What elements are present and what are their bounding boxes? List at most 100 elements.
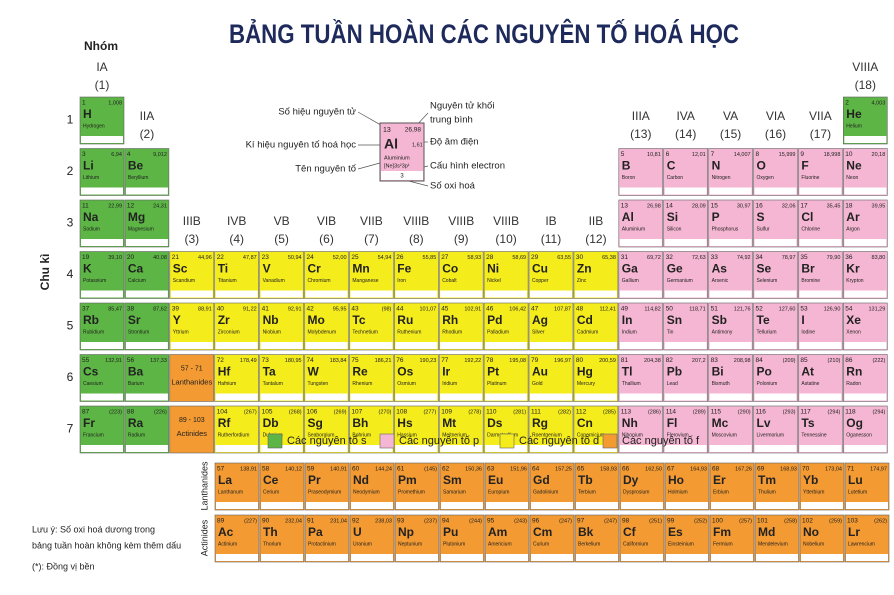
atomic-mass: 173,04 xyxy=(825,466,842,472)
key-oxidation: 3 xyxy=(400,174,404,180)
oxidation-strip xyxy=(306,554,348,561)
key-line xyxy=(357,162,381,170)
atomic-number: 68 xyxy=(712,466,720,473)
symbol: Ne xyxy=(846,159,862,173)
element-name: Plutonium xyxy=(443,541,465,547)
atomic-number: 32 xyxy=(666,254,674,261)
oxidation-strip xyxy=(754,290,797,298)
element-name: Oxygen xyxy=(757,175,774,181)
element-name: Rhenium xyxy=(352,381,372,387)
group-number: (1) xyxy=(95,78,110,92)
group-label: VIA xyxy=(766,109,785,123)
symbol: Eu xyxy=(488,473,503,487)
atomic-mass: 32,06 xyxy=(782,203,796,209)
symbol: Ag xyxy=(532,313,548,327)
atomic-mass: (289) xyxy=(693,409,706,415)
atomic-number: 93 xyxy=(397,518,405,525)
oxidation-strip xyxy=(125,239,168,246)
atomic-number: 57 xyxy=(217,466,225,473)
element-name: Thorium xyxy=(263,541,281,547)
atomic-number: 33 xyxy=(711,254,719,261)
atomic-mass: 30,97 xyxy=(737,203,751,209)
atomic-mass: 22,99 xyxy=(108,203,122,209)
oxidation-strip xyxy=(440,342,483,349)
atomic-number: 74 xyxy=(307,357,315,364)
atomic-mass: 127,60 xyxy=(779,306,796,312)
oxidation-strip xyxy=(395,393,438,401)
element-name: Tungsten xyxy=(308,381,329,387)
atomic-number: 5 xyxy=(621,151,625,158)
oxidation-strip xyxy=(844,239,887,246)
series-label: Lanthanides xyxy=(199,461,209,511)
atomic-number: 70 xyxy=(802,466,810,473)
atomic-mass: (268) xyxy=(289,409,302,415)
atomic-number: 116 xyxy=(756,409,767,416)
group-number: (8) xyxy=(409,232,424,246)
oxidation-strip xyxy=(619,290,662,298)
symbol: Sr xyxy=(128,313,141,327)
atomic-number: 73 xyxy=(262,357,270,364)
group-number: (13) xyxy=(630,127,651,141)
atomic-number: 80 xyxy=(576,357,584,364)
atomic-number: 4 xyxy=(127,151,131,158)
atomic-mass: 178,49 xyxy=(240,358,257,364)
element-name: Oganesson xyxy=(846,432,872,438)
atomic-mass: 102,91 xyxy=(464,306,481,312)
atomic-number: 16 xyxy=(756,203,764,210)
element-name: Manganese xyxy=(352,278,378,284)
element-name: Technetium xyxy=(352,329,378,335)
atomic-number: 34 xyxy=(756,254,764,261)
group-number: (5) xyxy=(274,232,289,246)
symbol: Gd xyxy=(533,473,550,487)
element-name: Tennessine xyxy=(801,432,827,438)
element-name: Tellurium xyxy=(757,329,777,335)
element-name: Caesium xyxy=(83,381,103,387)
element-name: Thulium xyxy=(758,489,776,495)
legend-swatch xyxy=(499,433,515,449)
atomic-mass: 140,91 xyxy=(330,466,347,472)
key-label: trung bình xyxy=(430,115,473,126)
symbol: He xyxy=(846,107,862,121)
atomic-mass: (257) xyxy=(739,518,752,524)
oxidation-strip xyxy=(756,502,798,509)
atomic-mass: (286) xyxy=(648,409,661,415)
group-label: IVA xyxy=(676,109,694,123)
atomic-number: 37 xyxy=(82,306,90,313)
element-name: Calcium xyxy=(128,278,146,284)
symbol: Tm xyxy=(758,473,776,487)
atomic-mass: 107,87 xyxy=(554,306,571,312)
oxidation-strip xyxy=(754,393,797,401)
oxidation-strip xyxy=(395,445,438,452)
symbol: Hg xyxy=(577,365,593,379)
element-name: Cadmium xyxy=(577,329,598,335)
symbol: Mc xyxy=(712,416,729,430)
element-name: Helium xyxy=(846,123,862,129)
oxidation-strip xyxy=(531,502,573,509)
atomic-mass: 196,97 xyxy=(554,358,571,364)
atomic-mass: 238,03 xyxy=(375,518,392,524)
oxidation-strip xyxy=(709,187,752,195)
atomic-mass: (237) xyxy=(424,518,437,524)
atomic-number: 3 xyxy=(82,151,86,158)
symbol: Cn xyxy=(577,416,593,430)
element-name: Fluorine xyxy=(801,175,819,181)
note: Lưu ý: Số oxi hoá dương trong xyxy=(32,524,155,534)
oxidation-strip xyxy=(846,502,888,509)
element-name: Niobium xyxy=(263,329,281,335)
oxidation-strip xyxy=(709,393,752,401)
oxidation-strip xyxy=(666,502,708,509)
atomic-number: 96 xyxy=(532,518,540,525)
atomic-mass: (269) xyxy=(334,409,347,415)
symbol: Ce xyxy=(263,473,279,487)
oxidation-strip xyxy=(395,290,438,298)
element-name: Strontium xyxy=(128,329,149,335)
element-name: Iridium xyxy=(442,381,457,387)
atomic-number: 10 xyxy=(845,151,853,158)
symbol: Ba xyxy=(128,365,144,379)
oxidation-strip xyxy=(440,445,483,452)
atomic-mass: 91,22 xyxy=(243,306,257,312)
atomic-mass: 174,97 xyxy=(870,466,887,472)
atomic-number: 99 xyxy=(667,518,675,525)
symbol: Th xyxy=(263,525,278,539)
oxidation-strip xyxy=(486,554,528,561)
